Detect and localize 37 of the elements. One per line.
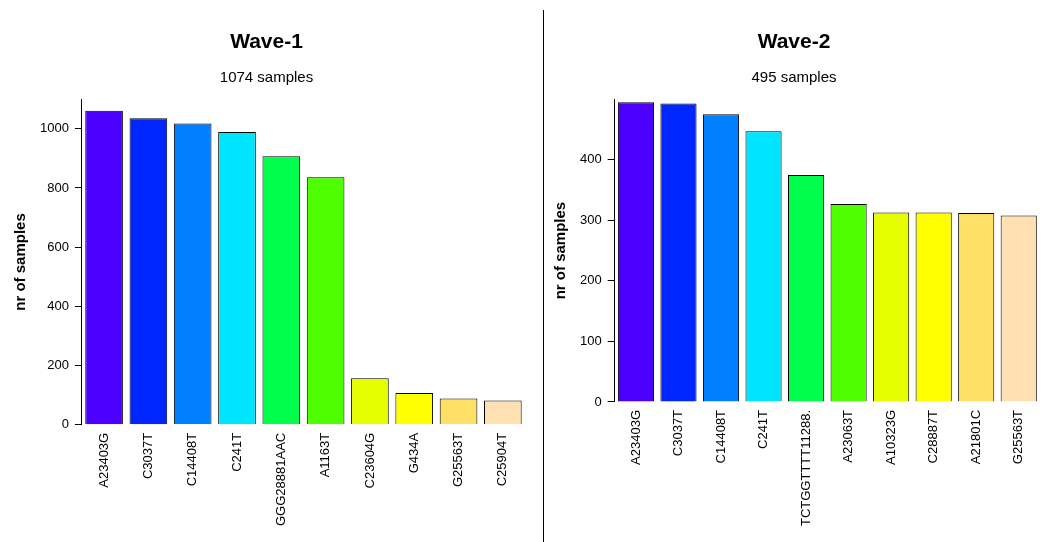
x-tick-label: A10323G <box>882 409 898 465</box>
y-tick-label: 0 <box>594 393 602 409</box>
y-tick-label: 100 <box>579 332 602 348</box>
x-tick-label: A23063T <box>840 409 856 463</box>
x-tick-label: GGG28881AAC <box>272 432 288 526</box>
x-tick-label: C241T <box>755 409 771 449</box>
x-tick-label: C241T <box>228 432 244 472</box>
x-tick-label: G25563T <box>450 432 466 487</box>
x-tick-label: C3037T <box>139 432 155 480</box>
x-tick-label: G434A <box>405 432 421 474</box>
x-tick-label: A23403G <box>95 432 111 488</box>
y-tick-label: 800 <box>47 179 69 195</box>
x-tick-label: A1163T <box>317 432 333 478</box>
x-tick-label: A23403G <box>627 409 643 465</box>
x-tick-label: TCTGGTTTT11288. <box>797 409 813 527</box>
y-tick-label: 0 <box>61 416 69 432</box>
x-tick-label: C14408T <box>712 409 728 464</box>
chart-title: Wave-2 <box>757 29 831 53</box>
y-tick-label: 1000 <box>40 120 69 136</box>
chart-title: Wave-1 <box>230 29 304 53</box>
y-tick-label: 300 <box>579 211 602 227</box>
chart-subtitle: 1074 samples <box>219 68 314 86</box>
y-tick-label: 600 <box>47 238 69 254</box>
x-tick-label: C25904T <box>494 432 510 487</box>
y-axis-title: nr of samples <box>551 201 569 300</box>
x-tick-label: C3037T <box>670 409 686 457</box>
y-tick-label: 400 <box>47 297 69 313</box>
x-tick-label: C14408T <box>184 432 200 487</box>
chart-subtitle: 495 samples <box>751 68 837 86</box>
x-tick-label: C28887T <box>925 409 941 464</box>
y-axis-title: nr of samples <box>11 213 29 311</box>
y-tick-label: 400 <box>579 151 602 167</box>
y-tick-label: 200 <box>47 357 69 373</box>
x-tick-label: C23604G <box>361 432 377 489</box>
y-tick-label: 200 <box>579 272 602 288</box>
x-tick-label: A21801C <box>967 409 983 465</box>
x-tick-label: G25563T <box>1010 409 1026 465</box>
